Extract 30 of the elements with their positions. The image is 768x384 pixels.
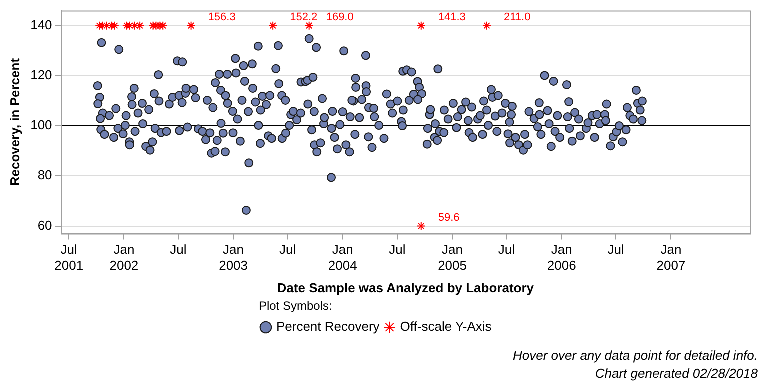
x-tick-label: Jul (498, 242, 516, 258)
y-tick-label: 100 (30, 118, 52, 133)
x-tick-label: Jan 2006 (547, 242, 576, 273)
legend-label: Percent Recovery (276, 319, 380, 334)
x-tick-label: Jan 2005 (438, 242, 467, 273)
annotation: 156.3 (208, 11, 236, 24)
x-tick-label: Jul (170, 242, 187, 258)
y-tick-label: 60 (38, 218, 52, 233)
y-tick-label: 120 (30, 68, 52, 83)
annotation: 141.3 (438, 11, 466, 24)
annotation: 169.0 (326, 11, 354, 24)
legend-title: Plot Symbols: (258, 298, 332, 313)
annotation: 152.2 (290, 11, 318, 24)
text: Hover over any data point for detailed info. (513, 348, 758, 363)
x-tick-label: Jul (279, 242, 296, 258)
y-tick-label: 140 (30, 17, 52, 32)
annotation: 59.6 (438, 212, 460, 224)
y-axis-title: Recovery, in Percent (7, 58, 22, 186)
y-tick-label: 80 (38, 168, 52, 183)
x-tick-label: Jan 2002 (110, 242, 139, 273)
legend-label: Off-scale Y-Axis (400, 319, 492, 334)
x-tick-label: Jan 2007 (656, 242, 686, 273)
x-tick-label: Jan 2003 (219, 242, 248, 273)
x-tick-label: Jul (608, 242, 625, 258)
x-tick-label: Jul 2001 (54, 242, 84, 273)
x-axis-title: Date Sample was Analyzed by Laboratory (277, 280, 535, 296)
x-tick-label: Jul (389, 242, 406, 258)
annotation: 211.0 (504, 11, 531, 24)
text: Chart generated 02/28/2018 (595, 366, 759, 381)
x-tick-label: Jan 2004 (328, 242, 358, 273)
